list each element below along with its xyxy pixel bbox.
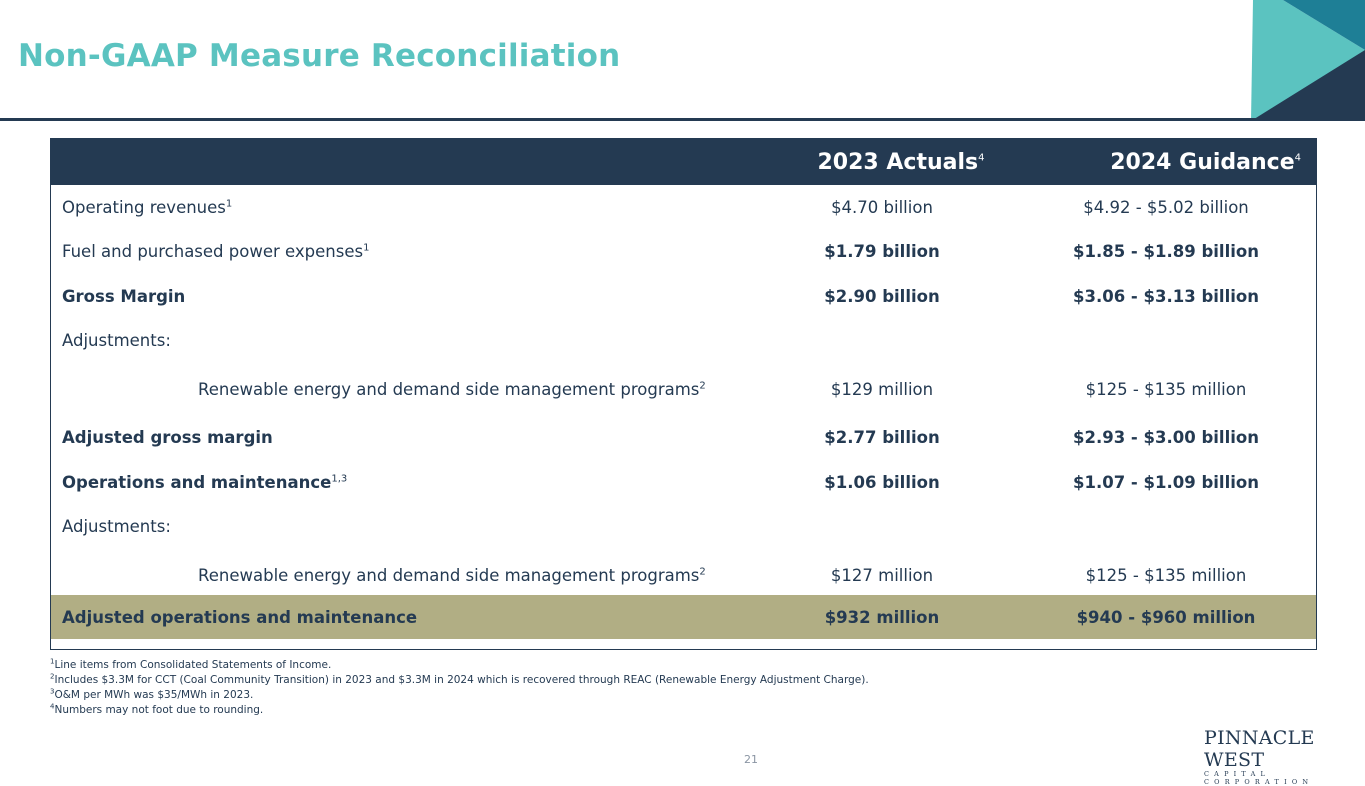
value-2024: $940 - $960 million [1076, 608, 1256, 627]
row-label: Renewable energy and demand side managem… [198, 566, 706, 585]
value-2023: $4.70 billion [831, 198, 933, 217]
value-2023: $1.79 billion [824, 242, 940, 261]
value-2023: $127 million [830, 566, 934, 585]
table-header: 2023 Actuals4 2024 Guidance4 [51, 139, 1316, 185]
company-logo: PINNACLE WEST CAPITAL CORPORATION [1204, 727, 1354, 786]
row-label: Gross Margin [62, 287, 186, 306]
value-2023: $1.06 billion [824, 473, 940, 492]
value-2024: $4.92 - $5.02 billion [1083, 198, 1249, 217]
logo-wordmark: PINNACLE WEST [1204, 727, 1315, 771]
footnote: 2Includes $3.3M for CCT (Coal Community … [50, 672, 869, 686]
value-2024: $1.85 - $1.89 billion [1073, 242, 1259, 261]
value-2023: $129 million [830, 380, 934, 399]
table-row: Operating revenues1 $4.70 billion $4.92 … [51, 185, 1316, 230]
table-row: Adjusted gross margin $2.77 billion $2.9… [51, 416, 1316, 461]
table-row: Renewable energy and demand side managem… [51, 364, 1316, 416]
row-label: Operating revenues1 [62, 198, 233, 217]
value-2023: $2.77 billion [824, 428, 940, 447]
value-2024: $125 - $135 million [1085, 380, 1247, 399]
title-divider [0, 118, 1365, 121]
value-2023: $2.90 billion [824, 287, 940, 306]
value-2024: $125 - $135 million [1085, 566, 1247, 585]
header-2023-actuals: 2023 Actuals4 [817, 150, 985, 175]
row-label: Adjustments: [62, 517, 171, 536]
corner-graphic [1251, 0, 1365, 121]
footnote: 3O&M per MWh was $35/MWh in 2023. [50, 687, 254, 701]
footnote: 1Line items from Consolidated Statements… [50, 657, 332, 671]
table-row-highlight: Adjusted operations and maintenance $932… [51, 595, 1316, 639]
table-row: Operations and maintenance1,3 $1.06 bill… [51, 461, 1316, 505]
row-label: Adjusted gross margin [62, 428, 273, 447]
value-2024: $2.93 - $3.00 billion [1073, 428, 1259, 447]
value-2024: $3.06 - $3.13 billion [1073, 287, 1259, 306]
row-label: Renewable energy and demand side managem… [198, 380, 706, 399]
table-row: Fuel and purchased power expenses1 $1.79… [51, 230, 1316, 275]
footnote: 4Numbers may not foot due to rounding. [50, 702, 264, 716]
reconciliation-table: 2023 Actuals4 2024 Guidance4 Operating r… [50, 138, 1317, 650]
table-row: Gross Margin $2.90 billion $3.06 - $3.13… [51, 275, 1316, 319]
row-label: Adjustments: [62, 331, 171, 350]
table-row: Adjustments: [51, 319, 1316, 364]
logo-subtitle: CAPITAL CORPORATION [1204, 770, 1314, 786]
row-label: Fuel and purchased power expenses1 [62, 242, 370, 261]
value-2023: $932 million [824, 608, 940, 627]
table-row: Adjustments: [51, 505, 1316, 550]
page-title: Non-GAAP Measure Reconciliation [18, 38, 621, 74]
table-row: Renewable energy and demand side managem… [51, 550, 1316, 595]
row-label: Operations and maintenance1,3 [62, 473, 348, 492]
header-2024-guidance: 2024 Guidance4 [1110, 150, 1301, 175]
row-label: Adjusted operations and maintenance [62, 608, 418, 627]
footnotes: 1Line items from Consolidated Statements… [50, 658, 869, 718]
page-number: 21 [744, 753, 758, 766]
value-2024: $1.07 - $1.09 billion [1073, 473, 1259, 492]
